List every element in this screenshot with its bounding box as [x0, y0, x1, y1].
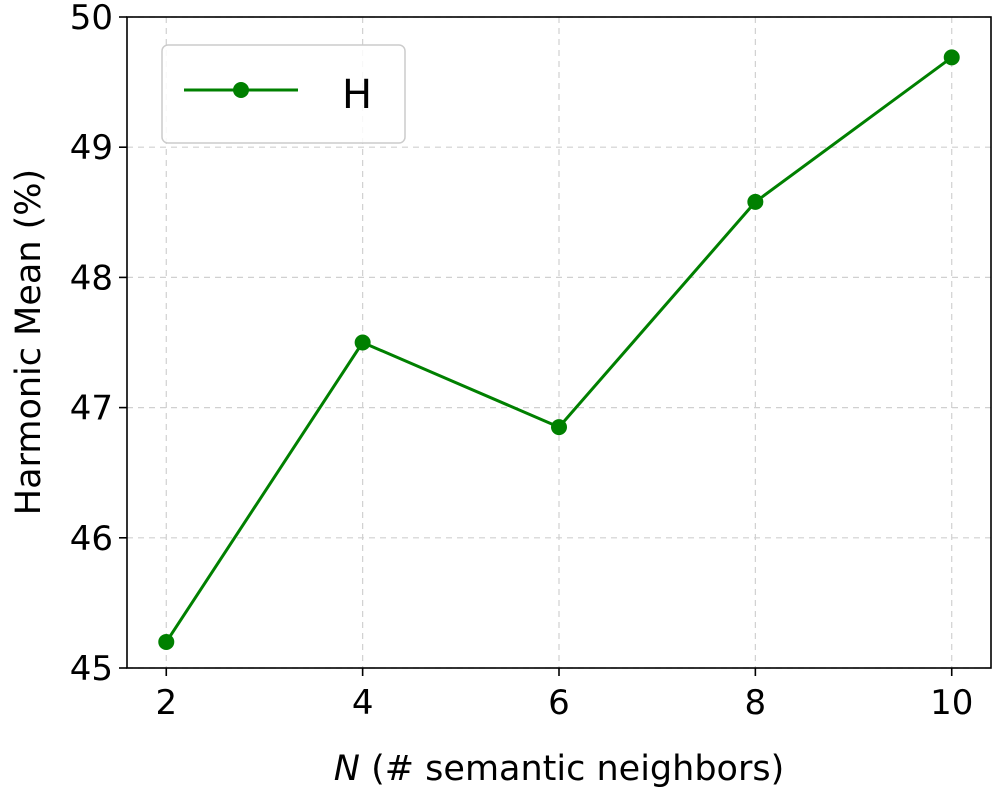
y-tick-label: 49: [70, 128, 113, 168]
data-point: [354, 334, 371, 351]
y-tick-label: 48: [70, 258, 113, 298]
y-axis-label: Harmonic Mean (%): [9, 169, 49, 515]
x-axis-label-variable: N: [334, 749, 360, 789]
x-axis: 2 4 6 8 10: [155, 668, 973, 723]
data-point: [158, 633, 175, 650]
x-tick-label: 2: [155, 683, 177, 723]
y-axis: 45 46 47 48 49 50: [70, 0, 127, 689]
y-tick-label: 50: [70, 0, 113, 38]
legend: H: [161, 44, 406, 144]
data-point: [747, 193, 764, 210]
legend-box: [161, 44, 406, 144]
data-point: [551, 419, 567, 436]
x-tick-label: 8: [745, 683, 767, 723]
legend-label: H: [342, 72, 372, 118]
y-tick-label: 46: [70, 519, 113, 559]
legend-marker-swatch: [233, 82, 249, 98]
x-tick-label: 6: [548, 683, 570, 723]
series-layer: [158, 49, 960, 650]
x-axis-label-description: (# semantic neighbors): [360, 749, 784, 789]
data-point: [943, 49, 960, 66]
x-axis-label: N (# semantic neighbors): [334, 749, 784, 789]
y-tick-label: 45: [70, 649, 113, 689]
x-tick-label: 10: [930, 683, 973, 723]
x-tick-label: 4: [352, 683, 374, 723]
plot-frame: [126, 16, 992, 669]
y-tick-label: 47: [70, 389, 113, 429]
